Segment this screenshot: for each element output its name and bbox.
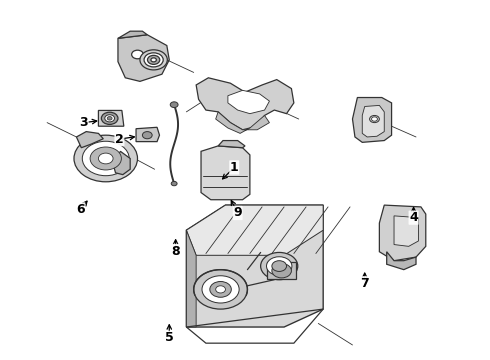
Polygon shape <box>379 205 426 261</box>
Polygon shape <box>118 31 147 39</box>
Text: 4: 4 <box>409 211 418 224</box>
Circle shape <box>171 181 177 186</box>
Circle shape <box>216 286 225 293</box>
Circle shape <box>267 257 292 275</box>
Circle shape <box>132 50 144 59</box>
Polygon shape <box>113 151 130 175</box>
Polygon shape <box>216 112 270 134</box>
Circle shape <box>272 264 292 278</box>
Polygon shape <box>118 35 169 81</box>
Circle shape <box>74 135 138 182</box>
Polygon shape <box>136 127 159 141</box>
Circle shape <box>371 117 377 121</box>
Circle shape <box>147 55 160 64</box>
Polygon shape <box>228 90 270 114</box>
Text: 5: 5 <box>165 331 173 344</box>
Circle shape <box>151 58 156 62</box>
Circle shape <box>194 270 247 309</box>
Polygon shape <box>394 216 418 246</box>
Circle shape <box>101 112 118 125</box>
Circle shape <box>369 116 379 123</box>
Circle shape <box>105 115 115 122</box>
Text: 6: 6 <box>76 203 85 216</box>
Circle shape <box>261 252 298 280</box>
Circle shape <box>272 261 287 271</box>
Circle shape <box>140 50 167 70</box>
Polygon shape <box>218 140 245 148</box>
Circle shape <box>90 147 122 170</box>
Circle shape <box>170 102 178 108</box>
Circle shape <box>82 141 129 176</box>
Text: 8: 8 <box>172 244 180 257</box>
Circle shape <box>143 132 152 139</box>
Polygon shape <box>186 230 196 327</box>
Text: 1: 1 <box>230 161 239 174</box>
Polygon shape <box>186 205 323 255</box>
Polygon shape <box>201 146 250 200</box>
Polygon shape <box>98 111 124 126</box>
Circle shape <box>144 53 163 67</box>
Polygon shape <box>362 105 384 137</box>
Polygon shape <box>186 205 323 327</box>
Polygon shape <box>387 252 416 270</box>
Circle shape <box>202 276 239 303</box>
Text: 9: 9 <box>233 207 242 220</box>
Circle shape <box>107 117 112 120</box>
Text: 7: 7 <box>360 277 369 290</box>
Polygon shape <box>267 262 296 279</box>
Text: 2: 2 <box>115 132 124 145</box>
Circle shape <box>210 282 231 297</box>
Polygon shape <box>196 78 294 130</box>
Circle shape <box>98 153 113 164</box>
Polygon shape <box>352 98 392 142</box>
Text: 3: 3 <box>79 116 88 129</box>
Polygon shape <box>76 132 103 148</box>
